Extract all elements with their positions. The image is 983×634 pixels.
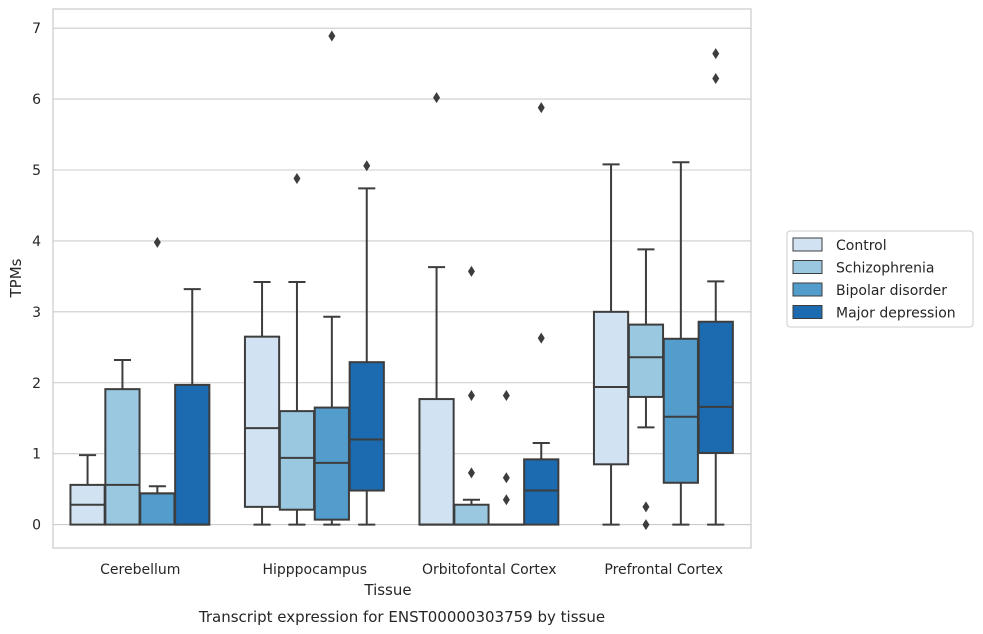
y-tick-label: 6 [32, 92, 41, 108]
box-2-2 [488, 390, 525, 526]
box-iqr [174, 383, 211, 526]
box-iqr [418, 398, 455, 526]
box-iqr [278, 410, 316, 511]
outlier-point [328, 30, 336, 42]
plot-area [69, 30, 734, 531]
outlier-point [537, 332, 545, 344]
outlier-point [293, 173, 301, 185]
outlier-point [502, 390, 510, 402]
box-1-2 [313, 30, 350, 526]
y-axis-ticks: 0 1 2 3 4 5 6 7 [32, 21, 41, 533]
box-2-1 [453, 265, 490, 526]
y-axis-label: TPMs [7, 258, 25, 298]
y-tick-label: 1 [32, 447, 41, 463]
outlier-point [642, 501, 650, 513]
box-iqr [697, 320, 734, 454]
y-tick-label: 2 [32, 376, 41, 392]
box-iqr [104, 388, 141, 526]
outlier-point [363, 160, 371, 172]
outlier-point [502, 494, 510, 506]
outlier-point [433, 92, 441, 104]
outlier-point [712, 48, 720, 60]
x-tick-label: Orbitofontal Cortex [422, 562, 557, 578]
gridlines [53, 27, 751, 526]
box-1-1 [278, 173, 316, 526]
box-2-3 [523, 102, 560, 526]
legend-swatch [792, 282, 823, 297]
x-axis-label: Tissue [363, 581, 411, 599]
box-iqr [627, 323, 665, 398]
outlier-point [642, 519, 650, 531]
chart-caption: Transcript expression for ENST0000030375… [198, 608, 605, 626]
box-iqr [243, 335, 281, 508]
box-iqr [139, 492, 176, 526]
box-3-0 [592, 163, 630, 526]
legend-label: Control [836, 238, 887, 254]
y-tick-label: 0 [32, 518, 41, 534]
x-tick-label: Hipppocampus [262, 562, 367, 578]
box-iqr [523, 458, 560, 526]
box-3-2 [662, 161, 699, 526]
legend-swatch [792, 260, 823, 274]
x-tick-label: Cerebellum [100, 562, 180, 578]
box-0-3 [174, 288, 211, 526]
y-tick-label: 3 [32, 305, 41, 321]
box-1-3 [348, 160, 385, 526]
box-iqr [348, 361, 385, 492]
box-iqr [592, 310, 630, 466]
box-0-1 [104, 359, 141, 526]
outlier-point [537, 102, 545, 114]
outlier-point [502, 472, 510, 484]
box-0-0 [69, 454, 106, 526]
plot-frame [52, 8, 752, 549]
x-tick-label: Prefrontal Cortex [604, 562, 723, 578]
legend-swatch [792, 305, 823, 319]
outlier-point [467, 265, 475, 277]
box-2-0 [418, 92, 455, 526]
x-axis-ticks: Cerebellum Hipppocampus Orbitofontal Corte… [100, 562, 723, 578]
y-tick-label: 5 [32, 163, 41, 179]
box-1-0 [243, 281, 281, 526]
box-0-2 [139, 236, 176, 526]
box-iqr [662, 337, 699, 484]
legend-label: Bipolar disorder [836, 283, 947, 299]
legend-label: Major depression [836, 306, 956, 322]
outlier-point [467, 467, 475, 479]
outlier-point [712, 73, 720, 85]
box-3-3 [697, 48, 734, 526]
y-tick-label: 7 [32, 21, 41, 37]
legend-swatch [792, 237, 823, 252]
box-iqr [453, 503, 490, 526]
legend-frame [786, 230, 974, 328]
y-tick-label: 4 [32, 234, 41, 250]
legend: Control Schizophrenia Bipolar disorder Majo… [786, 230, 974, 328]
outlier-point [153, 236, 161, 248]
box-3-1 [627, 248, 665, 531]
outlier-point [467, 390, 475, 402]
legend-label: Schizophrenia [836, 261, 934, 277]
